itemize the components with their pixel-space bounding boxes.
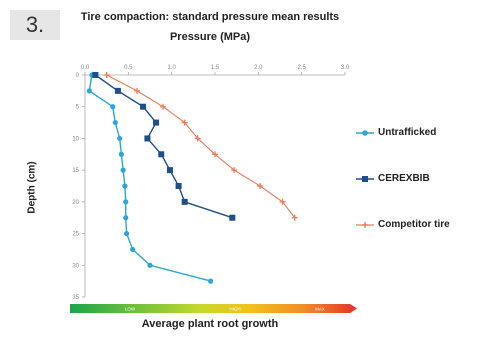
- data-point-untrafficked: [110, 104, 116, 110]
- data-point-untrafficked: [124, 230, 130, 237]
- gradient-label-max: MAX: [315, 307, 325, 312]
- x-tick-label: 1.5: [211, 65, 220, 71]
- x-axis-label: Pressure (MPa): [169, 31, 251, 43]
- y-tick-label: 35: [72, 295, 79, 301]
- data-point-cerexbib: [158, 151, 165, 158]
- x-tick-label: 0.5: [124, 65, 133, 71]
- data-point-competitor-tire: [194, 135, 201, 142]
- data-point-untrafficked: [117, 135, 123, 142]
- data-point-competitor-tire: [231, 167, 238, 174]
- y-tick-label: 0: [76, 73, 80, 79]
- figure-number-badge: 3.: [10, 10, 60, 40]
- x-tick-label: 3.0: [341, 65, 350, 71]
- x-tick-label: 2.5: [297, 65, 306, 71]
- y-tick-label: 20: [72, 200, 79, 206]
- data-point-cerexbib: [92, 72, 99, 78]
- data-point-untrafficked: [208, 278, 214, 284]
- data-point-untrafficked: [122, 183, 128, 189]
- x-tick-label: 1.0: [167, 65, 176, 71]
- data-point-cerexbib: [114, 87, 121, 94]
- y-tick-label: 30: [72, 263, 79, 269]
- data-point-competitor-tire: [134, 87, 140, 94]
- data-point-competitor-tire: [160, 103, 166, 110]
- data-point-competitor-tire: [291, 214, 298, 221]
- chart-title: Tire compaction: standard pressure mean …: [80, 11, 340, 23]
- root-growth-label: Average plant root growth: [141, 318, 279, 330]
- legend-label-competitor-tire: Competitor tire: [378, 219, 450, 230]
- data-point-untrafficked: [120, 167, 126, 173]
- x-tick-label: 0.0: [81, 65, 90, 71]
- data-point-untrafficked: [86, 88, 92, 94]
- data-point-competitor-tire: [257, 183, 264, 189]
- data-point-cerexbib: [153, 119, 160, 126]
- series-line-competitor-tire: [106, 74, 296, 219]
- data-point-untrafficked: [118, 151, 124, 157]
- legend-swatch-competitor-tire: [356, 221, 374, 228]
- data-point-cerexbib: [166, 167, 173, 174]
- legend-swatch-untrafficked: [356, 129, 374, 136]
- gradient-label-high: HIGH: [229, 307, 240, 312]
- data-point-competitor-tire: [103, 72, 110, 78]
- series-line-untrafficked: [88, 74, 211, 282]
- data-point-competitor-tire: [181, 119, 188, 126]
- data-point-cerexbib: [144, 135, 151, 142]
- root-growth-gradient-bar: [70, 304, 357, 313]
- legend-swatch-cerexbib: [356, 175, 374, 182]
- y-tick-label: 25: [72, 232, 79, 238]
- data-point-cerexbib: [181, 198, 188, 205]
- legend-item-cerexbib: CEREXBIB: [356, 173, 430, 184]
- gradient-label-low: LOW: [125, 307, 136, 312]
- data-point-untrafficked: [123, 215, 129, 221]
- y-tick-label: 5: [76, 105, 80, 111]
- x-tick-label: 2.0: [254, 65, 263, 71]
- data-point-cerexbib: [140, 103, 147, 110]
- data-point-untrafficked: [123, 199, 129, 205]
- y-tick-label: 10: [72, 136, 79, 142]
- data-point-competitor-tire: [212, 151, 218, 158]
- legend-label-untrafficked: Untrafficked: [378, 127, 437, 138]
- data-point-untrafficked: [130, 246, 136, 253]
- legend-item-competitor-tire: Competitor tire: [356, 219, 450, 230]
- y-tick-label: 15: [72, 168, 79, 174]
- data-point-untrafficked: [147, 262, 153, 268]
- legend-label-cerexbib: CEREXBIB: [378, 173, 430, 184]
- data-point-untrafficked: [112, 119, 118, 126]
- series-line-cerexbib: [94, 74, 233, 219]
- data-point-competitor-tire: [279, 198, 286, 205]
- legend-item-untrafficked: Untrafficked: [356, 127, 436, 138]
- data-point-cerexbib: [175, 183, 182, 189]
- data-point-cerexbib: [229, 214, 236, 221]
